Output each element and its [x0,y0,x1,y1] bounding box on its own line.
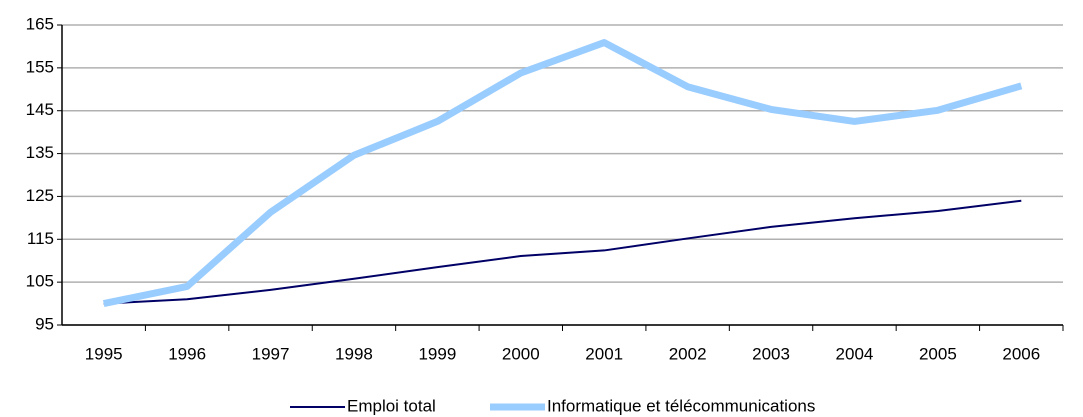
x-tick-label: 1995 [85,344,123,363]
x-tick-label: 2001 [585,344,623,363]
x-tick-label: 2002 [669,344,707,363]
y-tick-label: 95 [35,314,54,333]
x-tick-label: 2003 [752,344,790,363]
y-tick-label: 165 [26,14,54,33]
x-tick-label: 1998 [335,344,373,363]
x-tick-label: 2006 [1002,344,1040,363]
y-tick-label: 105 [26,272,54,291]
x-tick-label: 2005 [919,344,957,363]
x-tick-label: 2000 [502,344,540,363]
y-tick-label: 125 [26,186,54,205]
y-tick-label: 155 [26,57,54,76]
x-tick-label: 1996 [168,344,206,363]
x-tick-label: 2004 [836,344,874,363]
y-tick-label: 135 [26,143,54,162]
legend-label: Emploi total [347,396,436,415]
x-tick-label: 1997 [252,344,290,363]
x-tick-label: 1999 [418,344,456,363]
y-tick-label: 115 [27,229,54,248]
series-line [103,39,1023,307]
y-tick-label: 145 [26,100,54,119]
legend-label: Informatique et télécommunications [547,396,815,415]
series-line [103,199,1022,305]
